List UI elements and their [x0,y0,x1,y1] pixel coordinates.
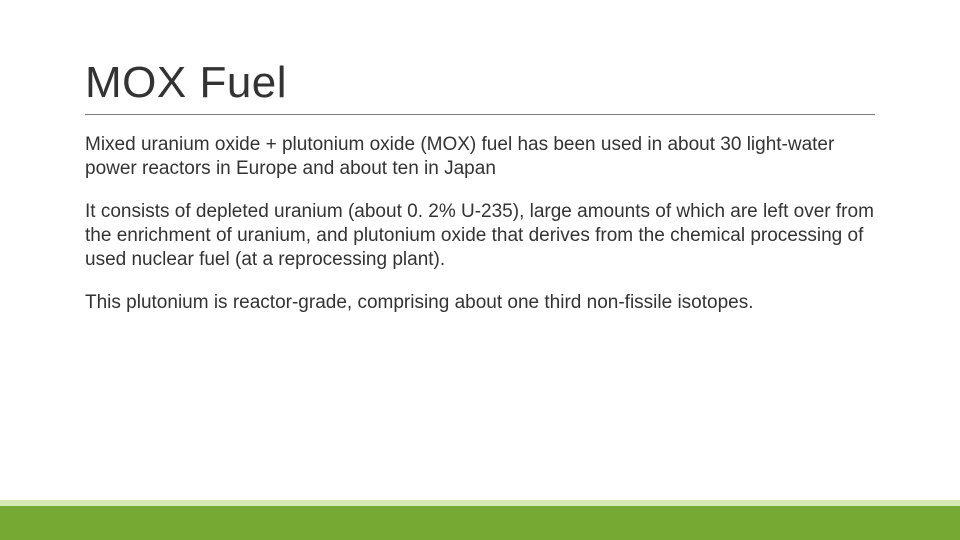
footer-accent-bottom [0,506,960,540]
slide: MOX Fuel Mixed uranium oxide + plutonium… [0,0,960,540]
body-paragraph: This plutonium is reactor-grade, compris… [85,291,875,315]
slide-title: MOX Fuel [85,58,875,108]
body-paragraph: It consists of depleted uranium (about 0… [85,200,875,273]
body-paragraph: Mixed uranium oxide + plutonium oxide (M… [85,133,875,182]
title-underline [85,114,875,115]
footer-bar [0,500,960,540]
